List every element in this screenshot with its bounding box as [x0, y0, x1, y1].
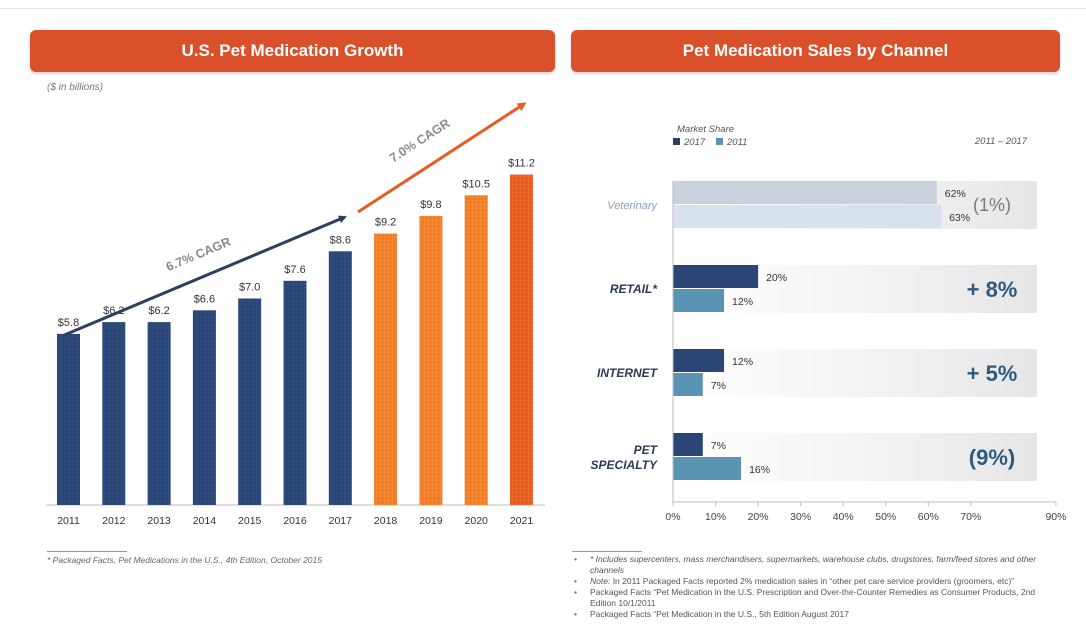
bar-2017-pet-specialty [673, 433, 703, 456]
channel-label-pet-specialty-line-1: PET [634, 443, 659, 457]
change-value-pet-specialty: (9%) [969, 445, 1015, 470]
bar-2017-veterinary [673, 181, 937, 204]
right-footnote-item: Packaged Facts “Pet Medication in the U.… [572, 587, 1058, 609]
x-tick-label-30: 30% [790, 511, 811, 523]
change-value-veterinary: (1%) [973, 195, 1011, 215]
year-tick-2014: 2014 [193, 515, 217, 527]
top-divider [0, 8, 1086, 9]
bar-label-2017-retail: 20% [766, 272, 787, 284]
x-tick-label-70: 70% [960, 511, 981, 523]
bar-label-2011-pet-specialty: 16% [749, 464, 770, 476]
left-footnote: * Packaged Facts, Pet Medications in the… [47, 555, 322, 565]
cagr-arrow-2011-2017 [61, 215, 347, 338]
growth-bar-2014 [192, 310, 216, 505]
year-tick-2013: 2013 [147, 515, 171, 527]
growth-bar-2012 [102, 322, 126, 505]
right-footnote-rule [572, 551, 642, 552]
left-title-banner: U.S. Pet Medication Growth [30, 30, 555, 72]
growth-bar-2017 [328, 251, 352, 505]
growth-bar-label-2011: $5.8 [58, 317, 79, 329]
bar-2017-retail [673, 265, 759, 288]
bar-2011-pet-specialty [673, 457, 742, 480]
channel-label-retail: RETAIL* [610, 282, 658, 296]
growth-bar-label-2014: $6.6 [194, 293, 215, 305]
bar-2011-internet [673, 373, 703, 396]
growth-bar-label-2015: $7.0 [239, 282, 260, 294]
growth-bar-label-2020: $10.5 [462, 178, 490, 190]
right-footnote-item: Note: In 2011 Packaged Facts reported 2%… [572, 576, 1058, 587]
x-tick-label-10: 10% [705, 511, 726, 523]
legend-swatch-2017 [673, 138, 680, 145]
growth-bar-label-2016: $7.6 [284, 264, 305, 276]
right-title-banner: Pet Medication Sales by Channel [571, 30, 1060, 72]
year-tick-2016: 2016 [283, 515, 307, 527]
legend-swatch-2011 [716, 138, 723, 145]
year-tick-2015: 2015 [238, 515, 262, 527]
channel-label-pet-specialty-line-2: SPECIALTY [591, 458, 658, 472]
legend-label-2011: 2011 [726, 137, 747, 148]
bar-2017-internet [673, 349, 725, 372]
x-tick-label-20: 20% [748, 511, 769, 523]
left-chart-title: U.S. Pet Medication Growth [181, 41, 404, 60]
year-tick-2020: 2020 [465, 515, 489, 527]
cagr-arrow-2017-2021 [357, 102, 527, 214]
growth-bar-label-2013: $6.2 [148, 305, 169, 317]
growth-bar-2018 [374, 233, 398, 505]
channel-label-veterinary: Veterinary [607, 200, 658, 212]
right-footnote-item: * Includes supercenters, mass merchandis… [572, 554, 1058, 576]
bar-label-2017-internet: 12% [732, 356, 753, 368]
growth-bar-2020 [464, 195, 488, 505]
growth-bar-label-2021: $11.2 [508, 158, 535, 170]
right-chart-title: Pet Medication Sales by Channel [682, 41, 949, 60]
period-label: 2011 – 2017 [974, 136, 1028, 147]
growth-bar-2015 [238, 298, 262, 505]
year-tick-2011: 2011 [57, 515, 80, 527]
year-tick-2021: 2021 [510, 515, 534, 527]
growth-bar-label-2017: $8.6 [330, 234, 351, 246]
right-footnote-item: Packaged Facts “Pet Medication in the U.… [572, 609, 1058, 620]
year-tick-2018: 2018 [374, 515, 398, 527]
bar-label-2011-retail: 12% [732, 296, 753, 308]
x-tick-label-0: 0% [665, 511, 680, 523]
change-value-retail: + 8% [967, 277, 1018, 302]
channel-row-bg-internet [673, 349, 1037, 397]
units-note: ($ in billions) [47, 82, 104, 93]
x-tick-label-90: 90% [1045, 511, 1066, 523]
bar-label-2011-veterinary: 63% [949, 212, 970, 224]
growth-bar-2011 [57, 333, 80, 505]
legend-title: Market Share [677, 124, 734, 135]
growth-bar-label-2019: $9.8 [420, 199, 441, 211]
growth-bar-label-2018: $9.2 [375, 217, 396, 229]
year-tick-2019: 2019 [419, 515, 443, 527]
growth-bar-2016 [283, 280, 307, 505]
year-tick-2012: 2012 [102, 515, 126, 527]
growth-bar-2021 [510, 174, 533, 505]
bar-2011-retail [673, 289, 725, 312]
bar-label-2017-pet-specialty: 7% [711, 440, 726, 452]
growth-bar-2013 [147, 322, 171, 505]
left-footnote-rule [47, 551, 127, 552]
legend-label-2017: 2017 [683, 137, 706, 148]
bar-2011-veterinary [673, 205, 942, 228]
change-value-internet: + 5% [967, 361, 1018, 386]
x-tick-label-60: 60% [918, 511, 939, 523]
growth-bar-2019 [419, 215, 443, 505]
channel-label-internet: INTERNET [597, 366, 659, 380]
x-tick-label-50: 50% [875, 511, 896, 523]
bar-label-2011-internet: 7% [711, 380, 726, 392]
bar-label-2017-veterinary: 62% [945, 188, 966, 200]
growth-bar-label-2012: $6.2 [103, 305, 124, 317]
right-footnotes: * Includes supercenters, mass merchandis… [572, 554, 1058, 620]
year-tick-2017: 2017 [329, 515, 353, 527]
x-tick-label-40: 40% [833, 511, 854, 523]
